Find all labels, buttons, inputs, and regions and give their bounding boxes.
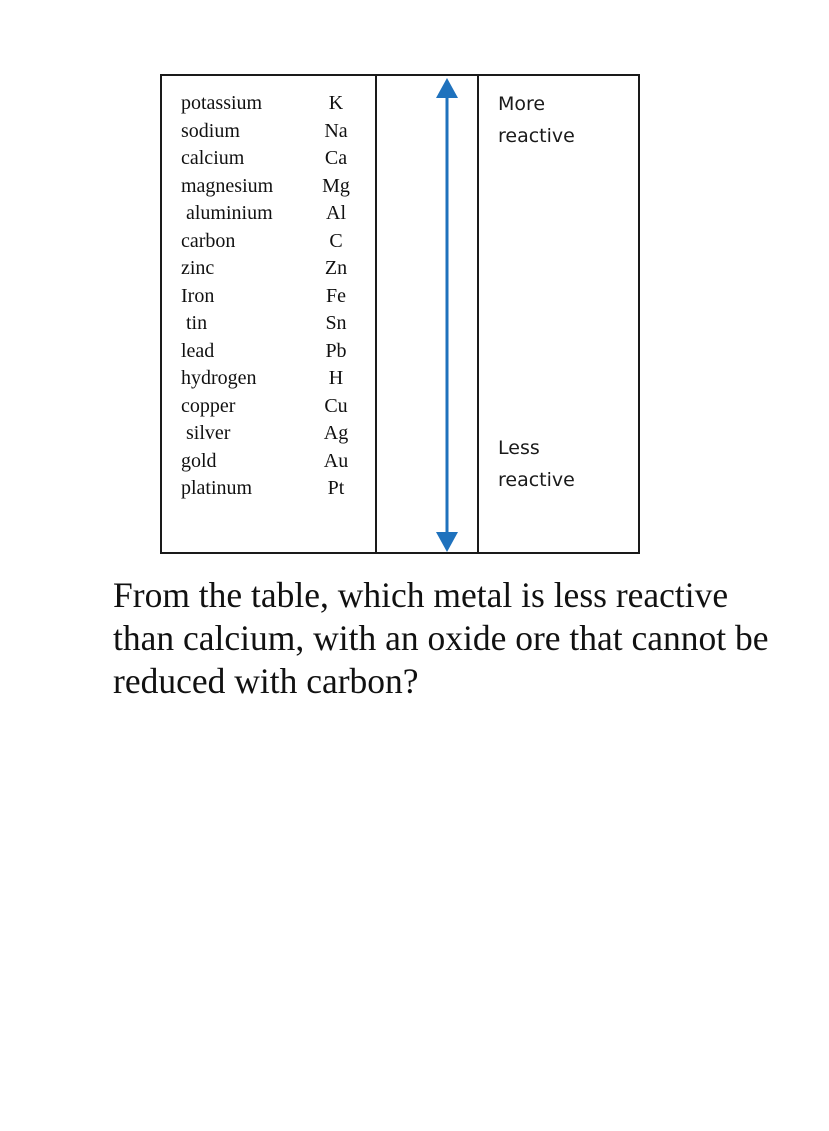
element-name: gold — [181, 449, 217, 472]
element-name: zinc — [181, 257, 215, 279]
element-name: magnesium — [181, 174, 274, 197]
element-name: carbon — [181, 229, 236, 252]
more-reactive-label: More reactive — [498, 88, 575, 152]
question-text: From the table, which metal is less reac… — [113, 575, 769, 701]
element-symbol: Mg — [322, 174, 350, 197]
element-name: calcium — [181, 147, 245, 169]
element-symbol: C — [329, 229, 343, 252]
element-symbol: Cu — [324, 394, 348, 417]
column-divider — [375, 76, 377, 552]
element-symbol: Au — [323, 449, 349, 472]
element-name: copper — [181, 394, 236, 417]
element-name: potassium — [181, 92, 263, 114]
label-line: Less — [498, 437, 540, 459]
element-name: sodium — [181, 119, 240, 142]
element-name: lead — [181, 339, 215, 362]
element-symbol: Sn — [325, 312, 347, 334]
element-symbol: Pb — [325, 339, 347, 362]
reactivity-series-table: potassium K sodium Na calcium Ca magnesi… — [160, 74, 640, 554]
less-reactive-label: Less reactive — [498, 432, 575, 496]
element-symbol: Pt — [327, 477, 345, 499]
element-name: tin — [181, 312, 208, 334]
element-name: silver — [181, 422, 231, 444]
column-divider — [477, 76, 479, 552]
element-name: hydrogen — [181, 367, 257, 389]
element-symbol: Fe — [326, 284, 346, 307]
element-symbol: K — [328, 92, 344, 114]
element-name: platinum — [181, 477, 253, 499]
element-symbol: H — [328, 367, 344, 389]
label-line: More — [498, 93, 546, 115]
label-line: reactive — [498, 469, 575, 491]
label-line: reactive — [498, 125, 575, 147]
element-symbol: Zn — [324, 257, 348, 279]
element-symbol: Ag — [323, 422, 349, 444]
element-symbol: Al — [326, 202, 346, 224]
element-symbol: Ca — [324, 147, 348, 169]
element-symbol: Na — [324, 119, 348, 142]
element-name: Iron — [181, 284, 215, 307]
element-name: aluminium — [181, 202, 273, 224]
double-arrow-icon — [436, 78, 458, 552]
